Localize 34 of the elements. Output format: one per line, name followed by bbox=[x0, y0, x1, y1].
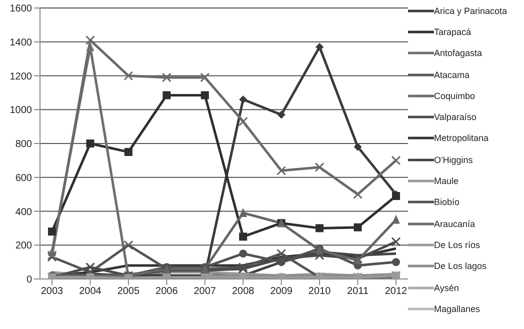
x-tick-label: 2003 bbox=[40, 286, 64, 298]
x-tick-label: 2008 bbox=[232, 286, 255, 298]
y-tick-label: 1600 bbox=[10, 4, 32, 15]
legend-label: Arica y Parinacota bbox=[434, 6, 508, 16]
x-tick-label: 2005 bbox=[117, 286, 140, 298]
legend-label: Tarapacá bbox=[434, 26, 472, 37]
legend-label: Atacama bbox=[434, 70, 470, 80]
legend-label: Biobío bbox=[434, 197, 460, 208]
legend-label: Araucanía bbox=[434, 218, 476, 229]
legend-label: De Los ríos bbox=[434, 240, 480, 250]
legend-label: O'Higgins bbox=[434, 154, 473, 165]
y-tick-label: 1200 bbox=[10, 71, 32, 82]
y-tick-label: 0 bbox=[26, 274, 32, 286]
legend-label: Maule bbox=[434, 176, 459, 186]
legend-label: Aysén bbox=[434, 282, 459, 292]
x-tick-label: 2011 bbox=[347, 286, 369, 298]
y-tick-label: 1400 bbox=[10, 37, 32, 48]
x-tick-label: 2009 bbox=[270, 286, 293, 298]
legend-label: Valparaíso bbox=[434, 112, 476, 122]
y-tick-label: 1000 bbox=[10, 105, 32, 116]
x-tick-label: 2006 bbox=[156, 286, 178, 298]
legend-label: Magallanes bbox=[434, 304, 480, 314]
y-tick-label: 600 bbox=[15, 172, 32, 184]
y-tick-label: 400 bbox=[15, 206, 32, 218]
x-tick-label: 2012 bbox=[384, 286, 408, 298]
x-tick-label: 2004 bbox=[79, 286, 102, 298]
legend-label: De Los lagos bbox=[434, 261, 487, 272]
legend-label: Coquimbo bbox=[434, 90, 476, 101]
y-tick-label: 200 bbox=[15, 240, 32, 252]
legend-label: Metropolitana bbox=[434, 133, 489, 144]
x-tick-label: 2010 bbox=[308, 286, 332, 298]
x-tick-label: 2007 bbox=[194, 286, 216, 298]
y-tick-label: 800 bbox=[15, 139, 32, 150]
legend-label: Antofagasta bbox=[434, 48, 482, 58]
